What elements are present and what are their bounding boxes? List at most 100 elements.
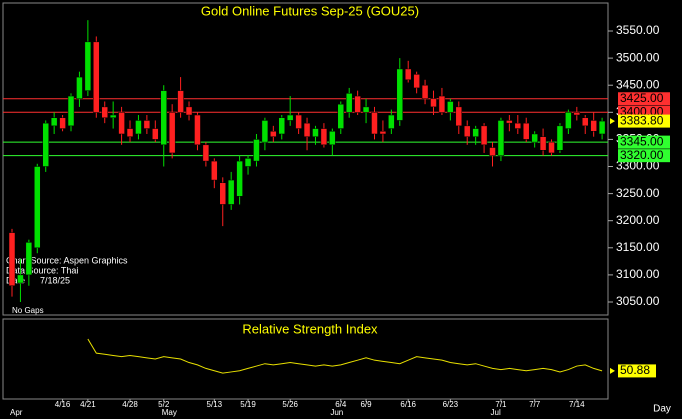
candle-body bbox=[598, 120, 606, 135]
candle-body bbox=[109, 114, 117, 118]
candle-body bbox=[556, 125, 564, 151]
note: Date 7/18/25 bbox=[6, 275, 70, 285]
rsi-arrow bbox=[610, 367, 615, 374]
candle-body bbox=[270, 131, 277, 137]
rsi-line bbox=[87, 338, 603, 374]
x-tick-label: 7/14 bbox=[569, 400, 585, 409]
candle-body bbox=[506, 120, 513, 124]
candle-body bbox=[472, 128, 479, 137]
candle-body bbox=[371, 112, 378, 135]
price-panel bbox=[2, 2, 609, 316]
y-tick-label: 3200.00 bbox=[616, 213, 660, 227]
x-tick-label: 5/13 bbox=[207, 400, 223, 409]
x-tick-label: 4/28 bbox=[122, 400, 138, 409]
y-tick-label: 3050.00 bbox=[616, 294, 660, 308]
candle-body bbox=[160, 90, 167, 146]
candle-body bbox=[143, 120, 151, 129]
candle-body bbox=[152, 128, 159, 140]
candle-body bbox=[278, 117, 286, 135]
candle-body bbox=[480, 125, 488, 146]
candle-body bbox=[531, 133, 538, 143]
x-tick-label: 7/7 bbox=[529, 400, 541, 409]
candle-body bbox=[17, 274, 24, 284]
month-label: Apr bbox=[10, 408, 23, 417]
level-label-box bbox=[618, 92, 670, 106]
candle-body bbox=[514, 122, 522, 129]
month-label: Jul bbox=[491, 408, 501, 417]
candle-body bbox=[84, 41, 92, 91]
note: Data Source: Thai bbox=[6, 265, 78, 275]
x-tick-label: 6/4 bbox=[335, 400, 347, 409]
candle-body bbox=[421, 84, 429, 100]
candle-body bbox=[126, 128, 134, 137]
y-tick-label: 3550.00 bbox=[616, 23, 660, 37]
note: Chart Source: Aspen Graphics bbox=[6, 255, 128, 265]
candle-body bbox=[93, 41, 100, 113]
candle-body bbox=[565, 112, 572, 129]
rsi-label: 50.88 bbox=[620, 363, 650, 377]
month-label: May bbox=[162, 408, 177, 417]
level-label-box bbox=[618, 149, 670, 163]
candle-body bbox=[379, 131, 387, 135]
candle-body bbox=[101, 106, 108, 118]
level-label: 3345.00 bbox=[620, 134, 664, 148]
candle-body bbox=[177, 90, 184, 113]
candle-body bbox=[59, 117, 66, 129]
candle-body bbox=[522, 122, 530, 140]
y-tick-label: 3100.00 bbox=[616, 267, 660, 281]
candle-body bbox=[447, 101, 454, 113]
candle-body bbox=[219, 182, 226, 205]
candle-body bbox=[168, 112, 176, 154]
candle-body bbox=[253, 139, 260, 162]
candle-body bbox=[388, 114, 395, 129]
candle-body bbox=[581, 117, 589, 127]
candle-body bbox=[295, 114, 302, 129]
candle-body bbox=[227, 179, 235, 205]
candle-body bbox=[489, 147, 496, 156]
candle-body bbox=[362, 106, 370, 113]
candle-body bbox=[312, 128, 319, 137]
candle-body bbox=[329, 131, 336, 146]
x-unit: Day bbox=[653, 404, 671, 415]
x-tick-label: 6/16 bbox=[400, 400, 416, 409]
candle-body bbox=[236, 160, 243, 197]
last-label-box bbox=[618, 114, 670, 128]
last-arrow bbox=[610, 118, 615, 125]
x-tick-label: 6/23 bbox=[443, 400, 459, 409]
candle-body bbox=[590, 120, 597, 132]
candle-body bbox=[455, 106, 463, 127]
candle-body bbox=[202, 144, 210, 162]
candle-body bbox=[244, 158, 252, 167]
y-tick-label: 3450.00 bbox=[616, 77, 660, 91]
candle-body bbox=[463, 125, 471, 137]
x-tick-label: 7/1 bbox=[495, 400, 507, 409]
candle-body bbox=[67, 95, 75, 127]
month-label: Jun bbox=[330, 408, 343, 417]
candle-body bbox=[539, 136, 547, 151]
y-tick-label: 3250.00 bbox=[616, 186, 660, 200]
x-tick-label: 5/2 bbox=[158, 400, 170, 409]
candle-body bbox=[118, 112, 125, 135]
candle-body bbox=[42, 122, 49, 167]
candle-body bbox=[573, 112, 581, 116]
x-tick-label: 5/26 bbox=[282, 400, 298, 409]
candle-body bbox=[337, 103, 345, 129]
rsi-label-box bbox=[618, 364, 656, 378]
candle-body bbox=[50, 117, 58, 127]
candle-body bbox=[438, 95, 446, 113]
last-label: 3383.80 bbox=[620, 113, 664, 127]
chart-title: Gold Online Futures Sep-25 (GOU25) bbox=[201, 3, 419, 18]
candle-body bbox=[303, 122, 311, 137]
candle-body bbox=[261, 120, 269, 143]
x-tick-label: 4/21 bbox=[80, 400, 96, 409]
x-tick-label: 4/16 bbox=[55, 400, 71, 409]
candle-body bbox=[354, 95, 361, 113]
y-tick-label: 3150.00 bbox=[616, 240, 660, 254]
candle-body bbox=[211, 160, 218, 181]
note: No Gaps bbox=[12, 306, 44, 315]
level-label: 3425.00 bbox=[620, 91, 664, 105]
candle-body bbox=[413, 74, 420, 89]
candle-body bbox=[430, 98, 437, 108]
candle-body bbox=[194, 114, 201, 146]
